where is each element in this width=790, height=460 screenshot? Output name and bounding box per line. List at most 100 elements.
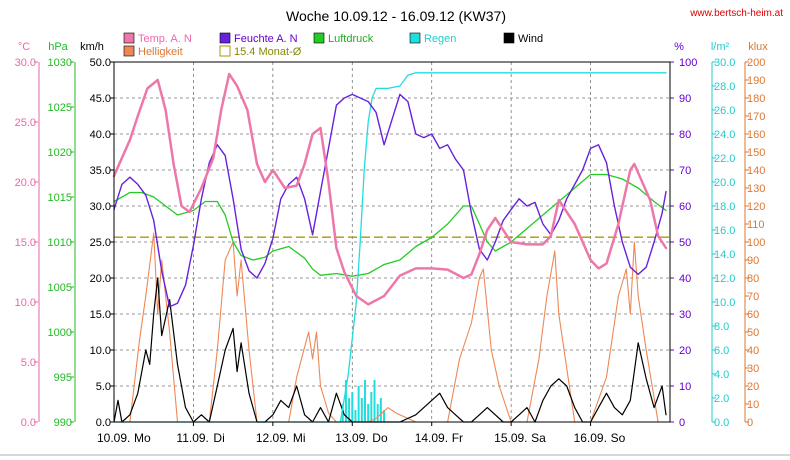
rain-tick-label: 6.0 — [714, 345, 729, 357]
legend-swatch-light — [123, 45, 135, 57]
wind-tick-label: 15.0 — [90, 309, 111, 321]
light-tick-label: 120 — [747, 201, 765, 213]
wind-axis-unit: km/h — [80, 41, 104, 53]
legend-item-rain: Regen — [409, 32, 456, 45]
temp-axis-unit: °C — [18, 41, 30, 53]
wind-tick-label: 20.0 — [90, 273, 111, 285]
light-tick-label: 190 — [747, 75, 765, 87]
light-tick-label: 0 — [747, 417, 753, 429]
humidity-series-line — [113, 93, 667, 308]
humidity-tick-label: 10 — [679, 381, 691, 393]
temp-tick-label: 15.0 — [15, 237, 36, 249]
humidity-tick-label: 40 — [679, 273, 691, 285]
website-label: www.bertsch-heim.at — [689, 8, 783, 19]
light-tick-label: 80 — [747, 273, 759, 285]
x-weekday-label: Do — [372, 431, 388, 445]
temp-tick-label: 20.0 — [15, 177, 36, 189]
legend-swatch-wind — [503, 32, 515, 44]
rain-series-line — [113, 72, 667, 423]
pressure-tick-label: 1010 — [48, 237, 72, 249]
x-date-label: 13.09. — [335, 431, 368, 445]
light-tick-label: 140 — [747, 165, 765, 177]
temp-tick-label: 5.0 — [21, 357, 36, 369]
rain-tick-label: 2.0 — [714, 393, 729, 405]
rain-tick-label: 28.0 — [714, 81, 735, 93]
wind-axis: 0.0 5.0 10.0 15.0 20.0 25.0 30.0 35.0 40.0 45.0 50… — [90, 57, 114, 429]
legend-item-pressure: Luftdruck — [313, 32, 374, 45]
legend-label-wind: Wind — [518, 33, 543, 45]
rain-tick-label: 4.0 — [714, 369, 729, 381]
rain-tick-label: 12.0 — [714, 273, 735, 285]
x-weekday-label: Sa — [531, 431, 546, 445]
x-date-label: 12.09. — [256, 431, 289, 445]
legend-item-humidity: Feuchte A. N — [219, 32, 298, 45]
legend-swatch-temp — [123, 32, 135, 44]
pressure-tick-label: 1030 — [48, 57, 72, 69]
x-date-label: 14.09. — [415, 431, 448, 445]
legend-swatch-monthly-avg — [219, 45, 231, 57]
wind-tick-label: 50.0 — [90, 57, 111, 69]
rain-tick-label: 30.0 — [714, 57, 735, 69]
rain-axis-unit: l/m² — [711, 41, 730, 53]
legend-label-monthly-avg: 15.4 Monat-Ø — [234, 46, 302, 58]
rain-axis: 0.0 2.0 4.0 6.0 8.0 10.0 12.0 14.0 16.0 18.0 20.0 2… — [711, 57, 735, 429]
humidity-tick-label: 100 — [679, 57, 697, 69]
rain-tick-label: 24.0 — [714, 129, 735, 141]
bottom-rule — [0, 454, 790, 456]
legend-swatch-pressure — [313, 32, 325, 44]
wind-tick-label: 0.0 — [96, 417, 111, 429]
rain-tick-label: 20.0 — [714, 177, 735, 189]
light-tick-label: 60 — [747, 309, 759, 321]
light-tick-label: 90 — [747, 255, 759, 267]
rain-tick-label: 10.0 — [714, 297, 735, 309]
temp-tick-label: 0.0 — [21, 417, 36, 429]
humidity-tick-label: 30 — [679, 309, 691, 321]
legend-label-rain: Regen — [424, 33, 456, 45]
light-tick-label: 130 — [747, 183, 765, 195]
humidity-tick-label: 80 — [679, 129, 691, 141]
rain-tick-label: 18.0 — [714, 201, 735, 213]
x-weekday-label: Fr — [452, 431, 463, 445]
legend-item-light: Helligkeit — [123, 45, 183, 58]
axis-units: °C hPa km/h % l/m² klux — [18, 41, 768, 53]
light-tick-label: 150 — [747, 147, 765, 159]
temp-tick-label: 25.0 — [15, 117, 36, 129]
series-layer — [112, 72, 668, 423]
wind-tick-label: 45.0 — [90, 93, 111, 105]
pressure-tick-label: 1020 — [48, 147, 72, 159]
wind-tick-label: 40.0 — [90, 129, 111, 141]
light-tick-label: 160 — [747, 129, 765, 141]
humidity-tick-label: 20 — [679, 345, 691, 357]
light-axis-unit: klux — [748, 41, 768, 53]
plot-frame — [113, 61, 671, 423]
humidity-tick-label: 0 — [679, 417, 685, 429]
pressure-tick-label: 1025 — [48, 102, 72, 114]
x-date-label: 16.09. — [574, 431, 607, 445]
pressure-axis: 990 995 1000 1005 1010 1015 1020 1025 1030 — [48, 57, 76, 429]
temp-tick-label: 30.0 — [15, 57, 36, 69]
legend-item-monthly-avg: 15.4 Monat-Ø — [219, 45, 302, 58]
legend-label-pressure: Luftdruck — [328, 33, 374, 45]
legend-label-temp: Temp. A. N — [138, 33, 192, 45]
pressure-tick-label: 1000 — [48, 327, 72, 339]
x-date-label: 15.09. — [494, 431, 527, 445]
light-tick-label: 110 — [747, 219, 765, 231]
pressure-tick-label: 990 — [54, 417, 72, 429]
pressure-tick-label: 1005 — [48, 282, 72, 294]
light-tick-label: 170 — [747, 111, 765, 123]
wind-tick-label: 25.0 — [90, 237, 111, 249]
x-weekday-label: Di — [213, 431, 224, 445]
rain-tick-label: 16.0 — [714, 225, 735, 237]
x-weekday-label: Mo — [134, 431, 151, 445]
x-weekday-label: So — [611, 431, 626, 445]
x-weekday-label: Mi — [293, 431, 306, 445]
wind-tick-label: 35.0 — [90, 165, 111, 177]
humidity-axis: 0 10 20 30 40 50 60 70 80 90 100 — [670, 57, 697, 429]
temp-series-line — [112, 72, 668, 306]
x-date-label: 10.09. — [97, 431, 130, 445]
pressure-tick-label: 1015 — [48, 192, 72, 204]
wind-tick-label: 30.0 — [90, 201, 111, 213]
light-tick-label: 20 — [747, 381, 759, 393]
x-axis-labels: 10.09. Mo 11.09. Di 12.09. Mi 13.09. Do 14.09. Fr… — [97, 422, 626, 445]
